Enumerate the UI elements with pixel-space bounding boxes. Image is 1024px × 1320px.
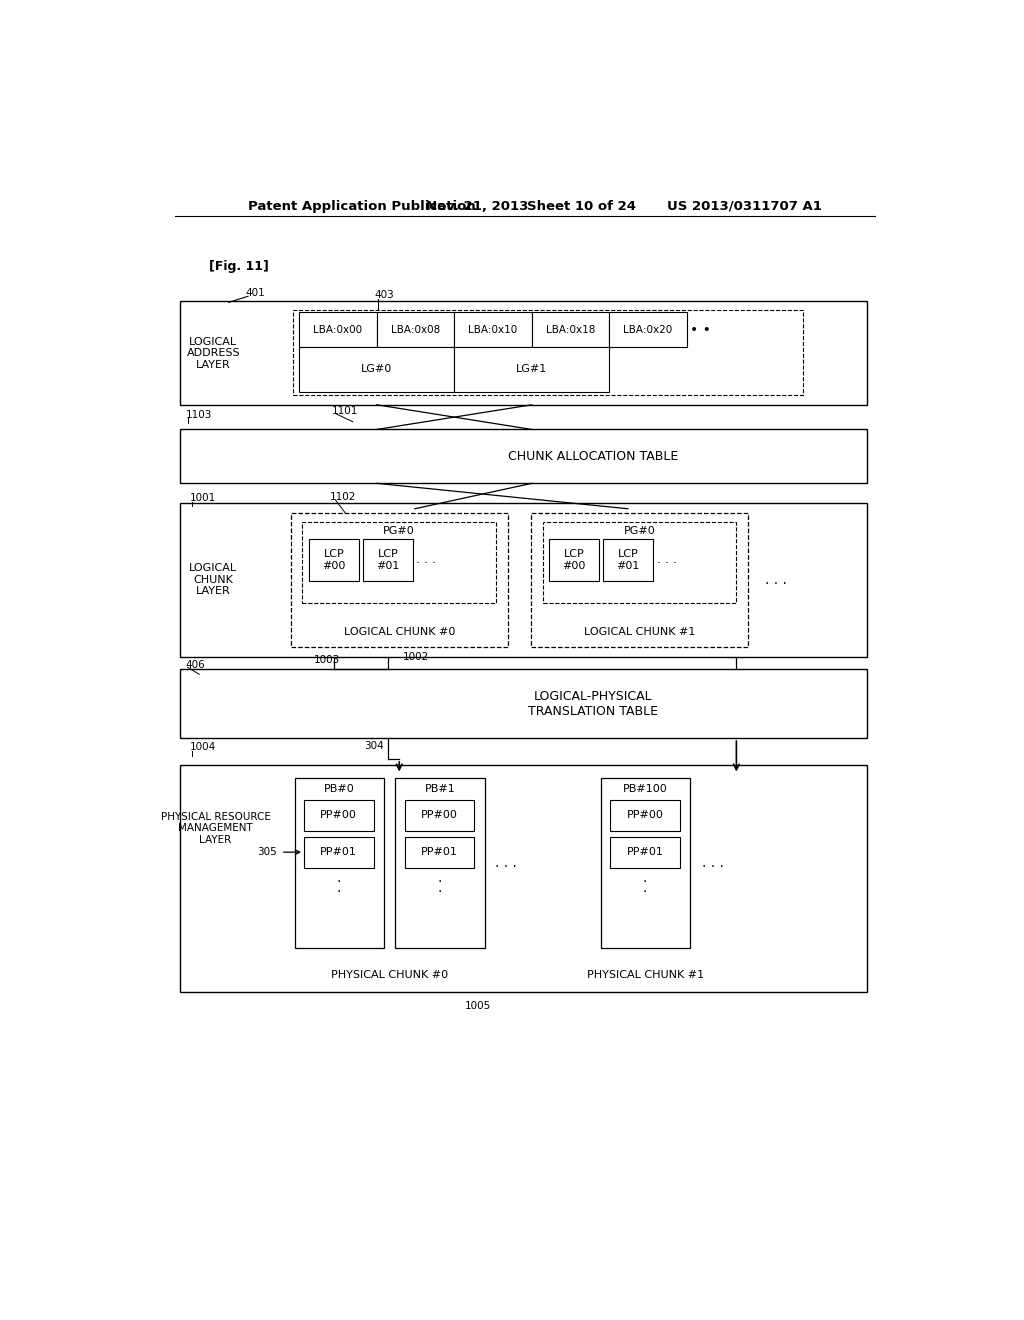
Text: LCP
#01: LCP #01 bbox=[377, 549, 399, 570]
Bar bbox=[291, 512, 508, 647]
Text: LBA:0x10: LBA:0x10 bbox=[468, 325, 518, 335]
Text: PP#01: PP#01 bbox=[421, 847, 458, 857]
Bar bbox=[455, 347, 609, 392]
Bar bbox=[531, 512, 748, 647]
Text: US 2013/0311707 A1: US 2013/0311707 A1 bbox=[667, 199, 821, 213]
Text: PP#01: PP#01 bbox=[321, 847, 357, 857]
Text: .: . bbox=[643, 880, 647, 895]
Text: . . .: . . . bbox=[496, 855, 517, 870]
Bar bbox=[404, 837, 474, 867]
Text: 1005: 1005 bbox=[465, 1001, 492, 1011]
Bar bbox=[180, 429, 866, 483]
Text: PP#00: PP#00 bbox=[321, 810, 357, 820]
Bar bbox=[304, 800, 374, 830]
Text: .: . bbox=[437, 871, 441, 886]
Bar bbox=[308, 539, 359, 581]
Text: 1001: 1001 bbox=[190, 492, 216, 503]
Bar bbox=[293, 310, 803, 395]
Bar bbox=[603, 539, 653, 581]
Text: LOGICAL
ADDRESS
LAYER: LOGICAL ADDRESS LAYER bbox=[186, 337, 240, 370]
Text: LOGICAL
CHUNK
LAYER: LOGICAL CHUNK LAYER bbox=[189, 564, 238, 597]
Text: LBA:0x18: LBA:0x18 bbox=[546, 325, 595, 335]
Bar bbox=[543, 521, 736, 603]
Text: PG#0: PG#0 bbox=[383, 527, 415, 536]
Bar bbox=[299, 313, 377, 347]
Text: 1004: 1004 bbox=[190, 742, 216, 752]
Text: LBA:0x00: LBA:0x00 bbox=[313, 325, 362, 335]
Bar bbox=[180, 669, 866, 738]
Text: 1101: 1101 bbox=[332, 407, 358, 416]
Text: PP#00: PP#00 bbox=[421, 810, 458, 820]
Text: . . .: . . . bbox=[765, 573, 786, 586]
Text: PG#0: PG#0 bbox=[624, 527, 655, 536]
Bar bbox=[377, 313, 455, 347]
Text: LBA:0x08: LBA:0x08 bbox=[391, 325, 440, 335]
Text: LOGICAL CHUNK #0: LOGICAL CHUNK #0 bbox=[344, 627, 455, 638]
Text: 305: 305 bbox=[257, 847, 276, 857]
Text: .: . bbox=[337, 880, 341, 895]
Text: LG#0: LG#0 bbox=[361, 364, 392, 375]
Text: PB#1: PB#1 bbox=[425, 784, 456, 795]
Text: Nov. 21, 2013: Nov. 21, 2013 bbox=[426, 199, 528, 213]
Text: CHUNK ALLOCATION TABLE: CHUNK ALLOCATION TABLE bbox=[508, 450, 678, 463]
Text: PB#0: PB#0 bbox=[324, 784, 354, 795]
Text: LG#1: LG#1 bbox=[516, 364, 548, 375]
Text: . . .: . . . bbox=[656, 553, 677, 566]
Bar bbox=[295, 779, 384, 948]
Text: LCP
#00: LCP #00 bbox=[562, 549, 586, 570]
Bar bbox=[610, 800, 680, 830]
Bar bbox=[180, 503, 866, 656]
Bar bbox=[180, 766, 866, 993]
Text: .: . bbox=[437, 880, 441, 895]
Bar bbox=[601, 779, 690, 948]
Text: 1003: 1003 bbox=[314, 656, 340, 665]
Bar bbox=[304, 837, 374, 867]
Text: 1102: 1102 bbox=[330, 492, 356, 502]
Text: 1002: 1002 bbox=[403, 652, 429, 661]
Text: LBA:0x20: LBA:0x20 bbox=[624, 325, 673, 335]
Text: . . .: . . . bbox=[417, 553, 436, 566]
Text: 403: 403 bbox=[375, 290, 394, 301]
Text: LOGICAL CHUNK #1: LOGICAL CHUNK #1 bbox=[584, 627, 695, 638]
Text: Patent Application Publication: Patent Application Publication bbox=[248, 199, 476, 213]
Text: [Fig. 11]: [Fig. 11] bbox=[209, 260, 269, 273]
Bar bbox=[455, 313, 531, 347]
Text: 401: 401 bbox=[246, 288, 265, 298]
Text: • •: • • bbox=[690, 322, 711, 337]
Bar bbox=[609, 313, 687, 347]
Bar bbox=[362, 539, 414, 581]
Text: 1103: 1103 bbox=[185, 409, 212, 420]
Text: PP#01: PP#01 bbox=[627, 847, 664, 857]
Bar bbox=[299, 347, 455, 392]
Text: LOGICAL-PHYSICAL
TRANSLATION TABLE: LOGICAL-PHYSICAL TRANSLATION TABLE bbox=[528, 689, 658, 718]
Text: Sheet 10 of 24: Sheet 10 of 24 bbox=[527, 199, 636, 213]
Bar bbox=[395, 779, 484, 948]
Bar bbox=[404, 800, 474, 830]
Bar bbox=[610, 837, 680, 867]
Text: PB#100: PB#100 bbox=[623, 784, 668, 795]
Text: .: . bbox=[643, 871, 647, 886]
Bar bbox=[180, 301, 866, 405]
Text: PHYSICAL CHUNK #0: PHYSICAL CHUNK #0 bbox=[331, 970, 449, 981]
Text: 406: 406 bbox=[185, 660, 205, 671]
Text: LCP
#01: LCP #01 bbox=[616, 549, 640, 570]
Text: LCP
#00: LCP #00 bbox=[323, 549, 345, 570]
Text: PP#00: PP#00 bbox=[627, 810, 664, 820]
Text: PHYSICAL RESOURCE
MANAGEMENT
LAYER: PHYSICAL RESOURCE MANAGEMENT LAYER bbox=[161, 812, 270, 845]
Text: PHYSICAL CHUNK #1: PHYSICAL CHUNK #1 bbox=[587, 970, 703, 981]
Text: . . .: . . . bbox=[702, 855, 724, 870]
Text: .: . bbox=[337, 871, 341, 886]
Bar bbox=[531, 313, 609, 347]
Bar bbox=[549, 539, 599, 581]
Bar bbox=[302, 521, 496, 603]
Text: 304: 304 bbox=[365, 741, 384, 751]
